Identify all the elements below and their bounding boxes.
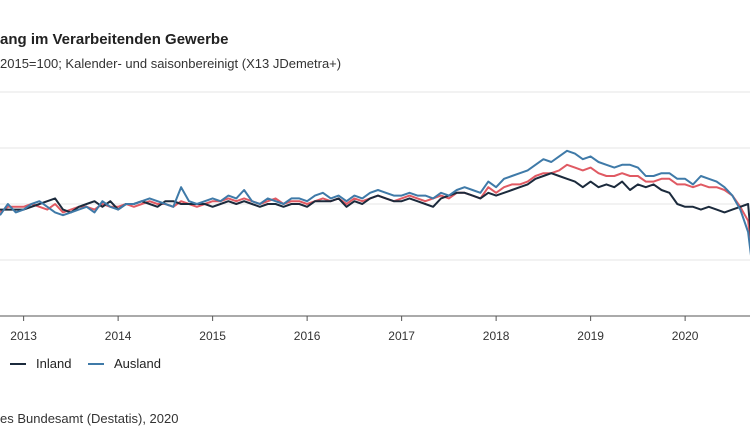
legend-swatch-inland — [10, 362, 26, 365]
x-tick-label-2018: 2018 — [483, 329, 510, 343]
legend-label-inland: Inland — [36, 356, 72, 371]
series-line-total — [0, 163, 750, 246]
legend-label-ausland: Ausland — [114, 356, 161, 371]
chart-subtitle: 2015=100; Kalender- und saisonbereinigt … — [0, 56, 342, 71]
x-tick-label-2020: 2020 — [672, 329, 699, 343]
chart-title: ang im Verarbeitenden Gewerbe — [0, 31, 229, 48]
x-axis: 2013 2014 2015 2016 2017 2018 2019 2020 — [0, 315, 750, 343]
x-tick-label-2015: 2015 — [199, 329, 226, 343]
source-note: es Bundesamt (Destatis), 2020 — [0, 411, 179, 426]
legend-item-inland: Inland — [10, 356, 71, 371]
x-tick-label-2016: 2016 — [294, 329, 321, 343]
series-line-ausland — [0, 149, 750, 256]
x-tick-label-2019: 2019 — [577, 329, 604, 343]
x-tick-label-2017: 2017 — [388, 329, 415, 343]
legend-swatch-ausland — [88, 362, 104, 365]
x-tick-label-2014: 2014 — [105, 329, 132, 343]
x-tick-label-2013: 2013 — [10, 329, 37, 343]
legend-item-ausland: Ausland — [88, 356, 161, 371]
series-layer — [0, 149, 750, 256]
